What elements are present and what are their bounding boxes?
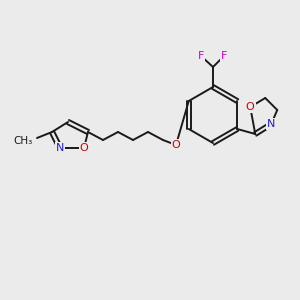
Text: CH₃: CH₃ — [14, 136, 33, 146]
Text: F: F — [221, 51, 227, 61]
Text: O: O — [246, 102, 255, 112]
Text: N: N — [267, 119, 275, 129]
Text: N: N — [56, 143, 64, 153]
Text: F: F — [198, 51, 204, 61]
Text: O: O — [172, 140, 180, 150]
Text: O: O — [80, 143, 88, 153]
